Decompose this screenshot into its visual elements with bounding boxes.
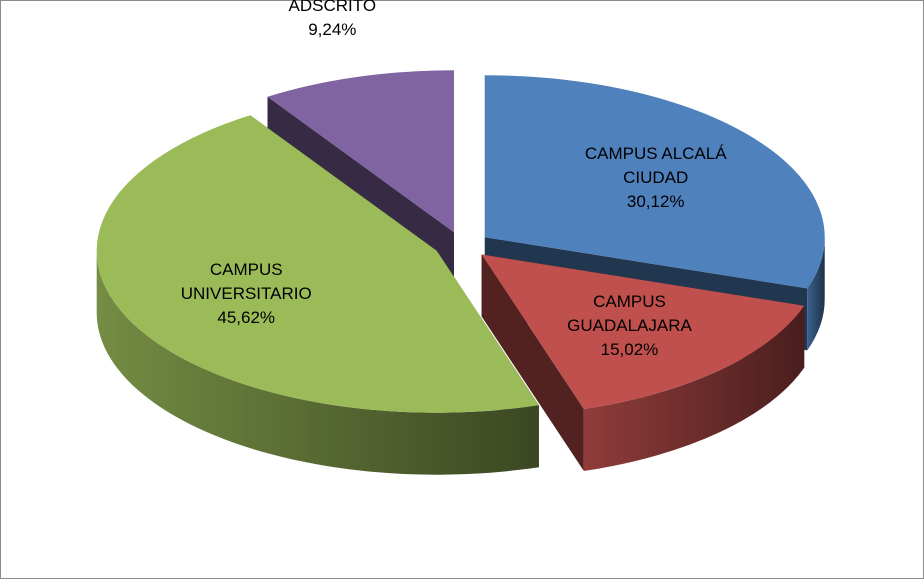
value-label: 15,02%	[600, 340, 659, 360]
slice-outer-wall	[583, 305, 805, 472]
slice-outer-wall	[807, 237, 825, 351]
slice-edge-wall	[481, 254, 584, 472]
value-label: 30,12%	[626, 192, 685, 212]
pie-slice	[481, 254, 805, 410]
category-label: CAMPUS ALCALÁ CIUDAD	[584, 144, 727, 188]
data-label: ADSCRITO 9,24%	[272, 0, 392, 42]
data-label: CAMPUS GUADALAJARA 15,02%	[539, 290, 719, 362]
data-label: CAMPUS ALCALÁ CIUDAD 30,12%	[566, 142, 746, 214]
pie-slice	[484, 75, 825, 289]
data-label: CAMPUS UNIVERSITARIO 45,62%	[176, 258, 316, 330]
pie-slice	[267, 70, 454, 233]
category-label: CAMPUS UNIVERSITARIO	[180, 259, 312, 303]
value-label: 45,62%	[217, 307, 276, 327]
slice-outer-wall	[96, 250, 539, 475]
value-label: 9,24%	[308, 20, 357, 40]
category-label: CAMPUS GUADALAJARA	[567, 292, 692, 336]
pie-slice	[96, 115, 539, 413]
category-label: ADSCRITO	[288, 0, 377, 16]
